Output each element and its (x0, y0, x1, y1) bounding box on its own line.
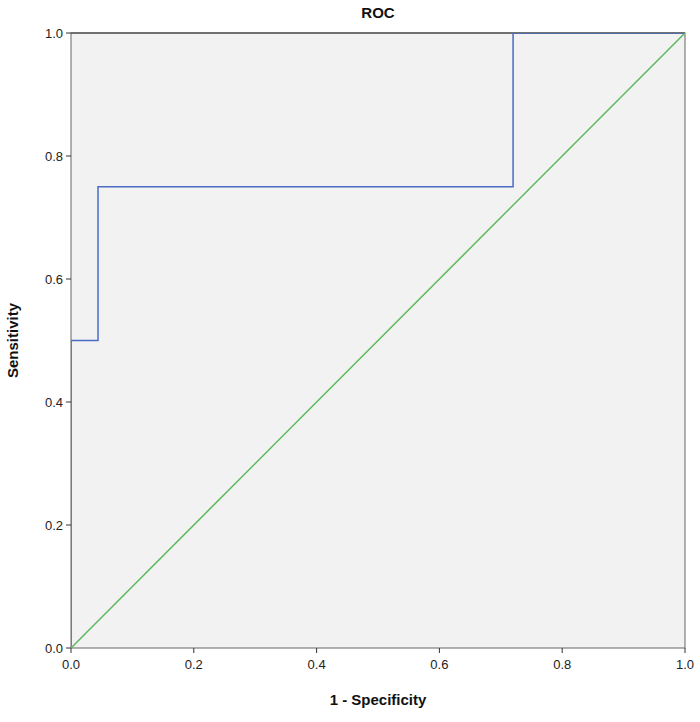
x-tick (316, 648, 317, 653)
x-tick-label: 0.2 (185, 657, 203, 672)
x-tick-label: 0.8 (553, 657, 571, 672)
plot-background (71, 33, 685, 648)
x-tick-label: 0.4 (308, 657, 326, 672)
y-tick (66, 402, 71, 403)
x-axis-label: 1 - Specificity (330, 691, 427, 708)
y-tick-label: 0.0 (45, 641, 63, 656)
x-tick (685, 648, 686, 653)
y-tick (66, 156, 71, 157)
y-tick-label: 0.8 (45, 149, 63, 164)
x-tick-label: 0.0 (62, 657, 80, 672)
title: ROC (361, 4, 395, 21)
y-tick (66, 279, 71, 280)
x-tick-label: 1.0 (676, 657, 694, 672)
y-axis-label: Sensitivity (4, 302, 21, 378)
plot-frame (71, 33, 685, 648)
chart: 0.0 0.2 0.4 0.6 0.8 1.0 0.0 0.2 0.4 0.6 0.8 1.0 ROC 1… (0, 0, 700, 722)
series-group (71, 33, 685, 648)
series-line (71, 33, 685, 648)
series-line (71, 33, 685, 648)
x-tick (71, 648, 72, 653)
y-tick (66, 525, 71, 526)
x-tick (562, 648, 563, 653)
x-tick (193, 648, 194, 653)
y-tick-label: 0.6 (45, 272, 63, 287)
x-tick-label: 0.6 (430, 657, 448, 672)
y-tick (66, 33, 71, 34)
y-tick-label: 0.4 (45, 395, 63, 410)
y-tick (66, 648, 71, 649)
x-tick (439, 648, 440, 653)
y-tick-label: 0.2 (45, 518, 63, 533)
y-tick-label: 1.0 (45, 26, 63, 41)
